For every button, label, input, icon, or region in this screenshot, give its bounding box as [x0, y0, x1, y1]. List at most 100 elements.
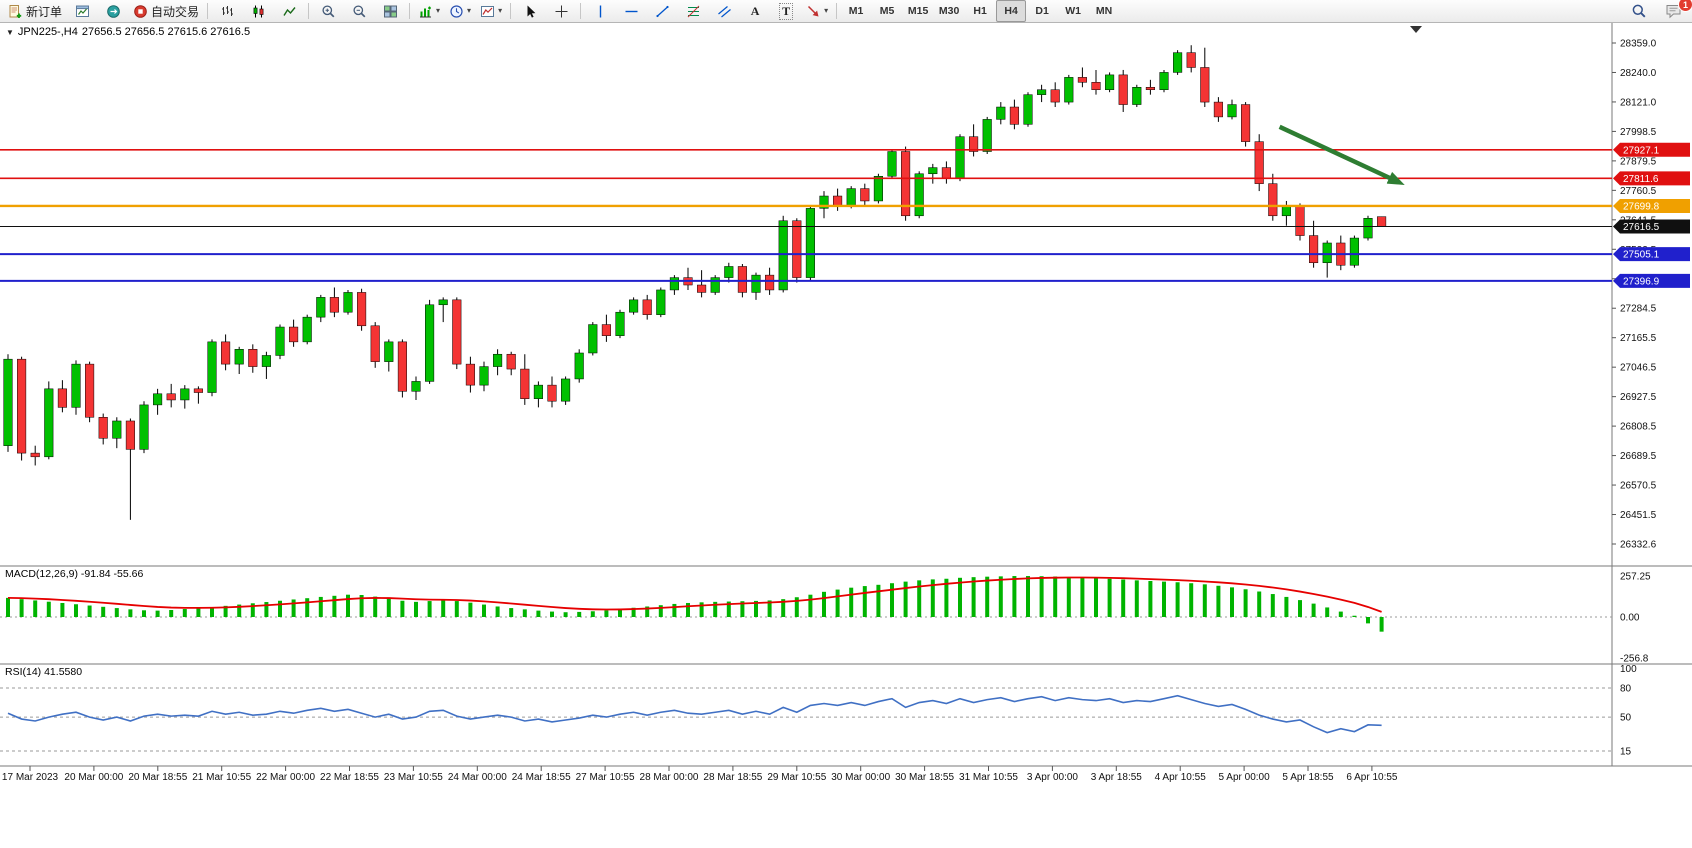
symbol-dropdown-icon[interactable]: ▼	[6, 27, 14, 37]
price-tag-label: 27396.9	[1623, 276, 1660, 287]
terminal-button[interactable]	[98, 0, 128, 22]
rsi-axis-label: 100	[1620, 664, 1637, 675]
candlestick	[180, 388, 190, 401]
timeframe-d1-button[interactable]: D1	[1035, 5, 1049, 17]
timeframe-h4-button[interactable]: H4	[996, 0, 1027, 22]
line-chart-button[interactable]	[274, 0, 304, 22]
candlestick-chart-button[interactable]	[243, 0, 273, 22]
rsi-axis-label: 80	[1620, 684, 1632, 695]
candlestick	[343, 292, 353, 313]
price-tag-label: 27699.8	[1623, 201, 1660, 212]
new-order-button[interactable]: 新订单	[4, 0, 66, 22]
zoom-in-button[interactable]	[313, 0, 343, 22]
time-axis-label: 30 Mar 18:55	[895, 772, 954, 783]
candlestick	[1254, 141, 1264, 184]
clock-icon	[450, 4, 463, 18]
candlestick	[914, 173, 924, 217]
price-axis-label: 27879.5	[1620, 156, 1657, 167]
vertical-line-button[interactable]	[585, 0, 615, 22]
indicators-button[interactable]: ▾	[414, 0, 444, 22]
text-tool-button[interactable]: A	[740, 0, 770, 22]
price-axis-label: 27165.5	[1620, 333, 1657, 344]
time-axis-label: 28 Mar 18:55	[703, 772, 762, 783]
bar-chart-button[interactable]	[212, 0, 242, 22]
price-axis-label: 27046.5	[1620, 363, 1657, 374]
price-tag	[1613, 219, 1690, 234]
time-axis-label: 22 Mar 18:55	[320, 772, 379, 783]
candlestick	[710, 277, 720, 293]
candlestick	[656, 289, 666, 315]
candlestick	[1037, 89, 1047, 95]
timeframe-m30-button[interactable]: M30	[938, 5, 960, 17]
tile-windows-button[interactable]	[375, 0, 405, 22]
candlestick	[724, 266, 734, 278]
crosshair-icon	[555, 5, 568, 17]
templates-caret-icon: ▾	[498, 6, 503, 15]
symbol-info[interactable]: ▼ JPN225-,H4 27656.5 27656.5 27615.6 276…	[6, 26, 250, 38]
macd-axis-label: -256.8	[1620, 653, 1649, 664]
candlestick	[928, 167, 938, 175]
chart-window-icon	[75, 5, 89, 17]
trend-arrow[interactable]	[1278, 124, 1405, 185]
candlestick	[370, 325, 380, 362]
price-tag-label: 27811.6	[1623, 174, 1659, 185]
zoom-out-button[interactable]	[344, 0, 374, 22]
templates-button[interactable]: ▾	[476, 0, 506, 22]
notification-badge: 1	[1678, 0, 1692, 12]
periods-button[interactable]: ▾	[445, 0, 475, 22]
candlestick	[1213, 101, 1223, 118]
candlestick	[261, 355, 271, 367]
candlestick	[1009, 106, 1019, 125]
arrows-tool-button[interactable]: ▾	[802, 0, 832, 22]
toolbar-separator	[308, 3, 310, 19]
candlestick	[248, 349, 258, 367]
zoom-out-icon	[352, 4, 365, 17]
autotrading-button[interactable]: 自动交易	[129, 0, 203, 22]
charts-window-button[interactable]	[67, 0, 97, 22]
candlestick	[1281, 205, 1291, 217]
time-axis-label: 4 Apr 10:55	[1155, 772, 1207, 783]
candlestick	[71, 363, 81, 408]
crosshair-button[interactable]	[546, 0, 576, 22]
fibonacci-button[interactable]	[678, 0, 708, 22]
candlestick	[805, 208, 815, 278]
timeframe-m1-button[interactable]: M1	[848, 5, 864, 17]
label-tool-icon: T	[779, 2, 794, 20]
candlestick	[588, 324, 598, 354]
time-axis-label: 23 Mar 10:55	[384, 772, 443, 783]
candlestick	[1268, 183, 1278, 217]
label-tool-button[interactable]: T	[771, 0, 801, 22]
candlestick	[1349, 237, 1359, 266]
horizontal-line-button[interactable]	[616, 0, 646, 22]
price-axis-label: 27760.5	[1620, 186, 1657, 197]
timeframe-h1-button[interactable]: H1	[973, 5, 987, 17]
candlestick	[1023, 94, 1033, 125]
timeframe-w1-button[interactable]: W1	[1065, 5, 1081, 17]
arrows-tool-icon	[808, 5, 819, 16]
candlestick	[329, 297, 339, 313]
price-tag	[1613, 247, 1690, 262]
candlestick	[1145, 86, 1155, 90]
candlestick	[17, 358, 27, 454]
notifications-button[interactable]: 1	[1658, 0, 1692, 22]
channel-button[interactable]	[709, 0, 739, 22]
candlestick	[1295, 205, 1305, 236]
candlestick	[452, 299, 462, 365]
candlestick	[275, 326, 285, 356]
candlestick	[533, 384, 543, 399]
trendline-button[interactable]	[647, 0, 677, 22]
timeframe-m5-button[interactable]: M5	[879, 5, 895, 17]
toolbar-separator	[409, 3, 411, 19]
rsi-axis-label: 15	[1620, 747, 1632, 758]
timeframe-m15-button[interactable]: M15	[907, 5, 929, 17]
cursor-button[interactable]	[515, 0, 545, 22]
chart-shift-marker[interactable]	[1410, 26, 1422, 33]
indicators-icon	[420, 6, 432, 17]
candlestick	[465, 363, 475, 386]
price-tag-label: 27616.5	[1623, 222, 1660, 233]
candlestick	[357, 292, 367, 327]
candlestick	[30, 452, 40, 458]
search-button[interactable]	[1624, 0, 1654, 22]
timeframe-mn-button[interactable]: MN	[1095, 5, 1113, 17]
